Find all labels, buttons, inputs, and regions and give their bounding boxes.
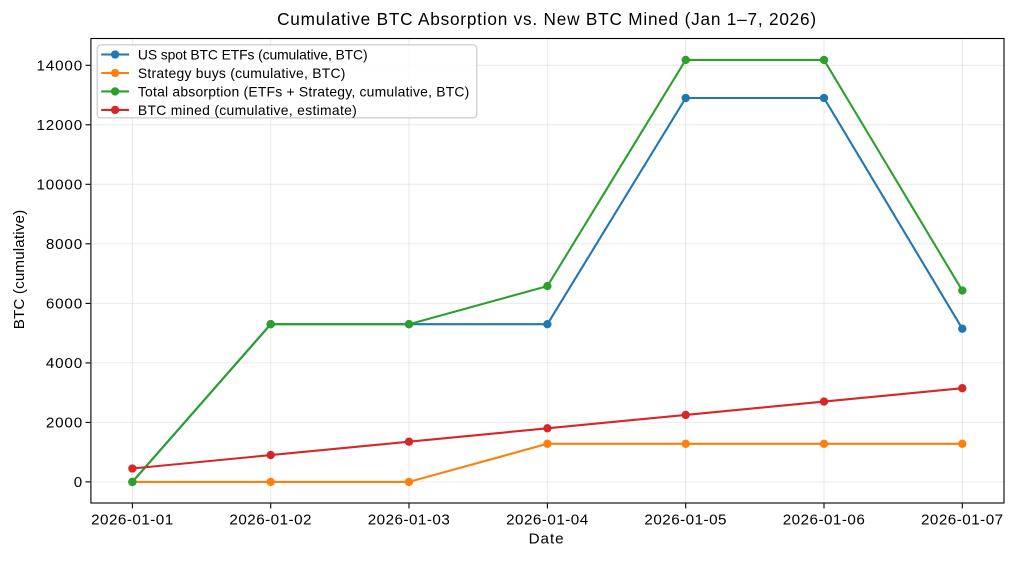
svg-text:Total absorption (ETFs + Strat: Total absorption (ETFs + Strategy, cumul…	[138, 83, 470, 99]
svg-text:4000: 4000	[46, 355, 83, 372]
svg-text:2026-01-06: 2026-01-06	[783, 512, 866, 529]
svg-text:6000: 6000	[46, 296, 83, 313]
svg-text:2026-01-04: 2026-01-04	[506, 512, 589, 529]
svg-text:Strategy buys (cumulative, BTC: Strategy buys (cumulative, BTC)	[138, 65, 346, 81]
svg-text:0: 0	[74, 474, 83, 491]
svg-text:14000: 14000	[37, 58, 83, 75]
svg-text:2026-01-07: 2026-01-07	[921, 512, 1004, 529]
svg-text:2026-01-05: 2026-01-05	[644, 512, 727, 529]
svg-text:Cumulative BTC Absorption vs.: Cumulative BTC Absorption vs. New BTC Mi…	[277, 9, 817, 29]
svg-text:BTC mined (cumulative, estimat: BTC mined (cumulative, estimate)	[138, 102, 357, 118]
svg-text:10000: 10000	[37, 177, 83, 194]
svg-text:2026-01-01: 2026-01-01	[91, 512, 174, 529]
svg-text:BTC (cumulative): BTC (cumulative)	[11, 210, 28, 330]
svg-text:2000: 2000	[46, 415, 83, 432]
svg-text:2026-01-03: 2026-01-03	[368, 512, 451, 529]
svg-text:US spot BTC ETFs (cumulative,: US spot BTC ETFs (cumulative, BTC)	[138, 46, 368, 62]
svg-text:8000: 8000	[46, 236, 83, 253]
svg-text:12000: 12000	[37, 117, 83, 134]
svg-text:2026-01-02: 2026-01-02	[229, 512, 312, 529]
svg-text:Date: Date	[529, 530, 565, 547]
